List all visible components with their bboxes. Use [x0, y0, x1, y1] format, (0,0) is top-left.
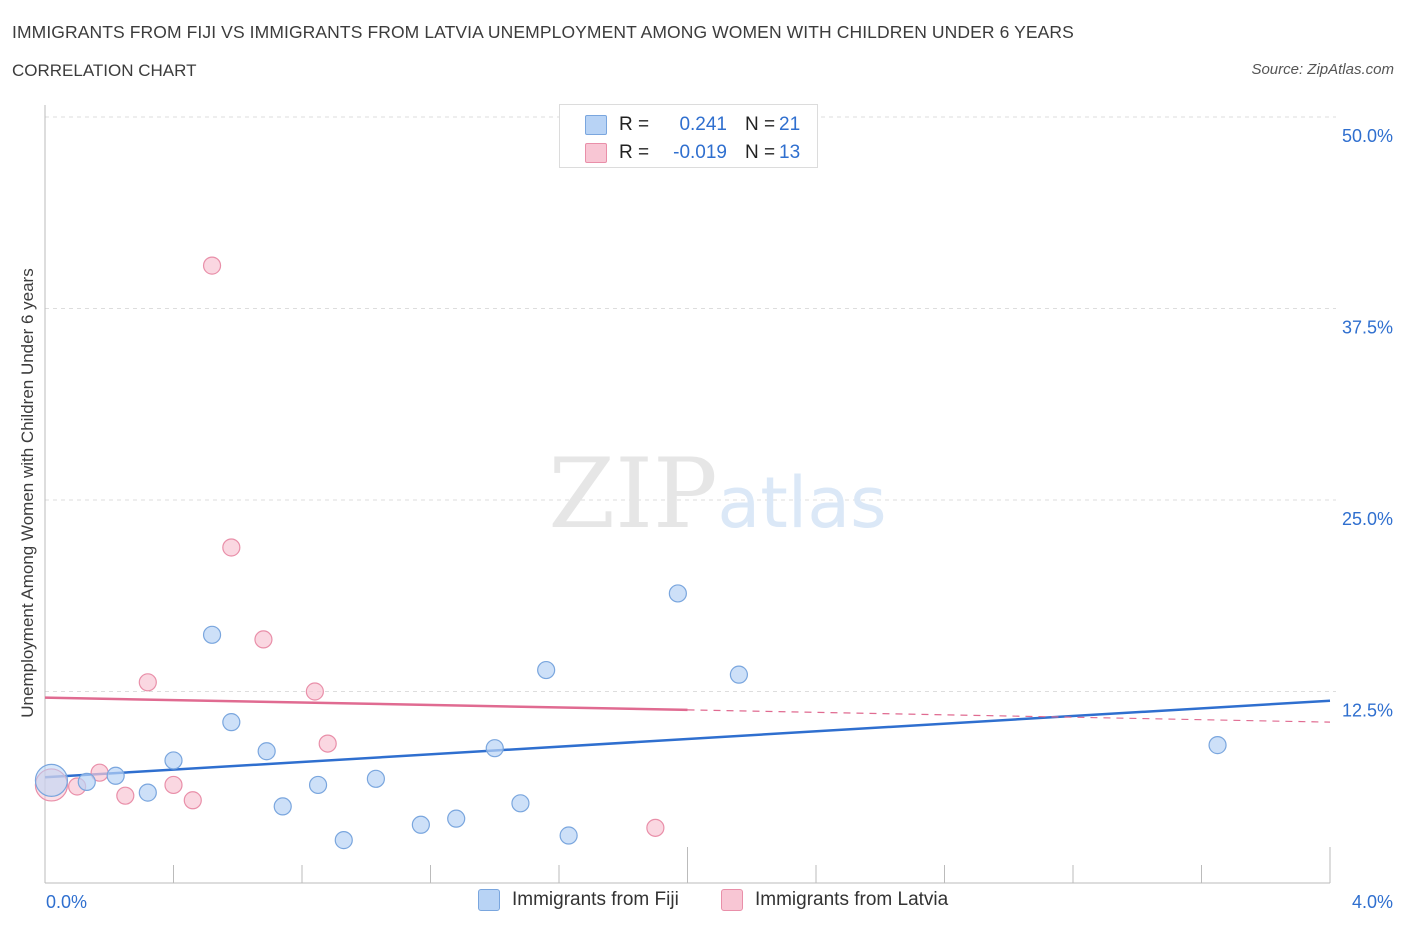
data-points — [34, 256, 1227, 850]
latvia-r-label: R = — [619, 142, 650, 163]
legend-fiji-label: Immigrants from Fiji — [512, 889, 679, 910]
fiji-point — [729, 665, 749, 684]
legend-item-fiji[interactable]: Immigrants from Fiji — [478, 889, 679, 911]
fiji-point — [77, 772, 96, 791]
latvia-n-value: 13 — [779, 142, 801, 163]
latvia-point — [222, 538, 241, 557]
fiji-r-value: 0.241 — [679, 114, 727, 135]
fiji-point — [34, 763, 69, 797]
axes — [44, 105, 1331, 884]
x-tick-label: 4.0% — [1352, 892, 1393, 912]
legend-row-fiji: R = 0.241 N = 21 — [585, 114, 800, 136]
x-tick-label: 0.0% — [46, 892, 87, 912]
legend-fiji-swatch — [478, 889, 500, 911]
latvia-r-value: -0.019 — [673, 142, 727, 163]
watermark: ZIP atlas — [548, 438, 886, 550]
fiji-point — [308, 775, 328, 795]
fiji-point — [511, 794, 530, 813]
tick-labels: 12.5% 25.0% 37.5% 50.0% 0.0% 4.0% — [46, 126, 1393, 912]
y-tick-label: 37.5% — [1342, 318, 1393, 338]
legend-latvia-swatch — [721, 889, 743, 911]
fiji-point — [447, 809, 466, 828]
latvia-point — [646, 818, 665, 837]
watermark-zip: ZIP — [548, 438, 717, 550]
latvia-point — [202, 256, 222, 275]
fiji-n-value: 21 — [779, 114, 801, 135]
y-tick-label: 25.0% — [1342, 509, 1393, 529]
chart-title: IMMIGRANTS FROM FIJI VS IMMIGRANTS FROM … — [12, 22, 1074, 42]
y-tick-label: 50.0% — [1342, 126, 1393, 146]
fiji-trend-line — [44, 699, 1331, 779]
fiji-point — [273, 797, 292, 816]
grid-lines — [45, 116, 1336, 692]
fiji-point — [559, 826, 578, 845]
fiji-point — [485, 739, 504, 758]
fiji-point — [257, 742, 276, 761]
stats-legend: R = 0.241 N = 21 R = -0.019 N = 13 — [559, 104, 818, 168]
y-tick-label: 12.5% — [1342, 701, 1393, 721]
fiji-r-label: R = — [619, 114, 650, 135]
fiji-point — [164, 751, 183, 770]
legend-item-latvia[interactable]: Immigrants from Latvia — [721, 889, 948, 911]
fiji-point — [138, 783, 157, 802]
latvia-trend-extension — [687, 709, 1331, 723]
latvia-point — [305, 682, 324, 701]
fiji-point — [222, 713, 241, 732]
legend-latvia-label: Immigrants from Latvia — [755, 889, 949, 910]
watermark-atlas: atlas — [717, 462, 886, 544]
source-label: Source: ZipAtlas.com — [1251, 61, 1394, 78]
latvia-point — [183, 791, 202, 810]
latvia-point — [164, 775, 183, 795]
chart-subtitle: CORRELATION CHART — [12, 61, 197, 80]
latvia-trend-line — [44, 696, 688, 712]
latvia-point — [318, 734, 337, 753]
latvia-swatch — [585, 143, 607, 163]
latvia-point — [254, 630, 273, 649]
latvia-n-label: N = — [745, 142, 776, 163]
fiji-point — [106, 766, 125, 785]
fiji-point — [411, 815, 430, 834]
fiji-point — [202, 625, 222, 644]
fiji-point — [366, 769, 385, 788]
fiji-n-label: N = — [745, 114, 776, 135]
fiji-swatch — [585, 115, 607, 135]
fiji-point — [334, 831, 353, 850]
latvia-point — [116, 786, 135, 805]
series-legend: Immigrants from Fiji Immigrants from Lat… — [0, 889, 1406, 915]
legend-row-latvia: R = -0.019 N = 13 — [585, 142, 800, 164]
fiji-point — [537, 660, 556, 680]
trend-lines — [44, 696, 1331, 779]
fiji-point — [1208, 736, 1227, 755]
fiji-point — [668, 584, 687, 603]
latvia-point — [138, 673, 157, 692]
